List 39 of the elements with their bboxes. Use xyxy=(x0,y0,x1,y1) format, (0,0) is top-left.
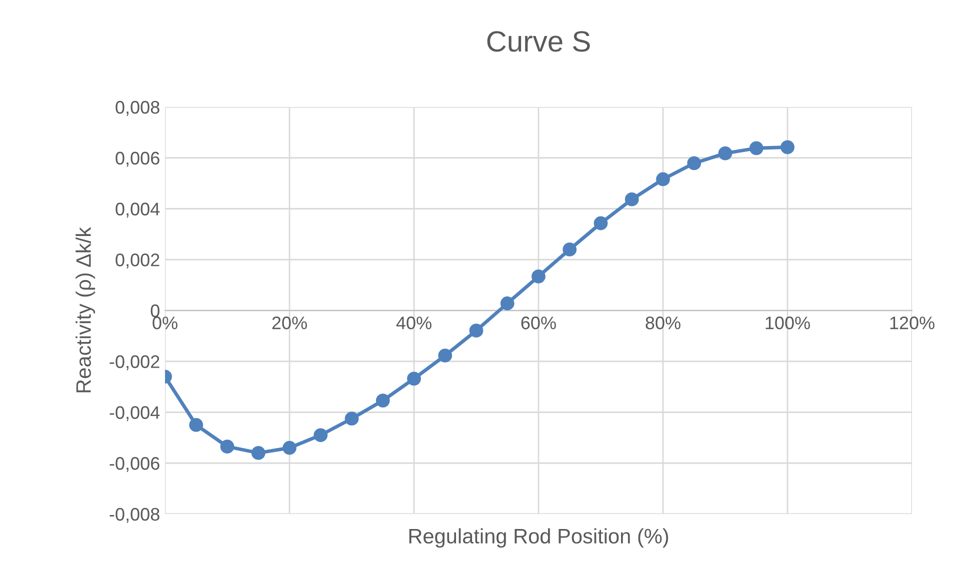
x-axis-title: Regulating Rod Position (%) xyxy=(409,528,668,548)
point xyxy=(500,296,514,310)
y-tick-label: 0,008 xyxy=(116,100,160,116)
point xyxy=(780,140,794,154)
point xyxy=(189,418,204,432)
point xyxy=(220,440,234,454)
y-tick-label: 0,006 xyxy=(116,152,160,167)
point xyxy=(532,269,546,284)
point xyxy=(656,172,670,186)
point xyxy=(562,242,577,256)
y-tick-label: -0,002 xyxy=(110,355,160,370)
point xyxy=(469,324,484,338)
y-axis-title: Reactivity (ρ) Δk/k xyxy=(76,226,96,392)
point xyxy=(407,372,421,386)
point xyxy=(687,156,702,170)
point xyxy=(376,394,390,408)
point xyxy=(251,446,266,460)
point xyxy=(438,348,452,362)
y-tick-label: -0,006 xyxy=(110,457,160,472)
chart-title: Curve S xyxy=(487,31,590,52)
y-tick-label: 0 xyxy=(150,304,160,318)
x-tick-label: 80% xyxy=(646,316,680,330)
point xyxy=(314,428,328,442)
point xyxy=(624,192,639,206)
point xyxy=(594,216,608,230)
x-tick-label: 40% xyxy=(396,316,432,330)
x-tick-label: 60% xyxy=(521,316,556,330)
point xyxy=(344,412,359,426)
x-tick-label: 120% xyxy=(890,316,934,330)
x-tick-label: 0% xyxy=(152,316,178,330)
x-tick-label: 100% xyxy=(766,316,810,330)
x-tick-label: 20% xyxy=(272,316,307,330)
y-tick-label: 0,004 xyxy=(116,202,160,218)
y-tick-label: 0,002 xyxy=(116,254,160,268)
point xyxy=(718,146,732,160)
point xyxy=(749,141,764,156)
point xyxy=(282,440,296,455)
y-tick-label: -0,004 xyxy=(110,406,160,422)
y-tick-label: -0,008 xyxy=(110,508,160,523)
